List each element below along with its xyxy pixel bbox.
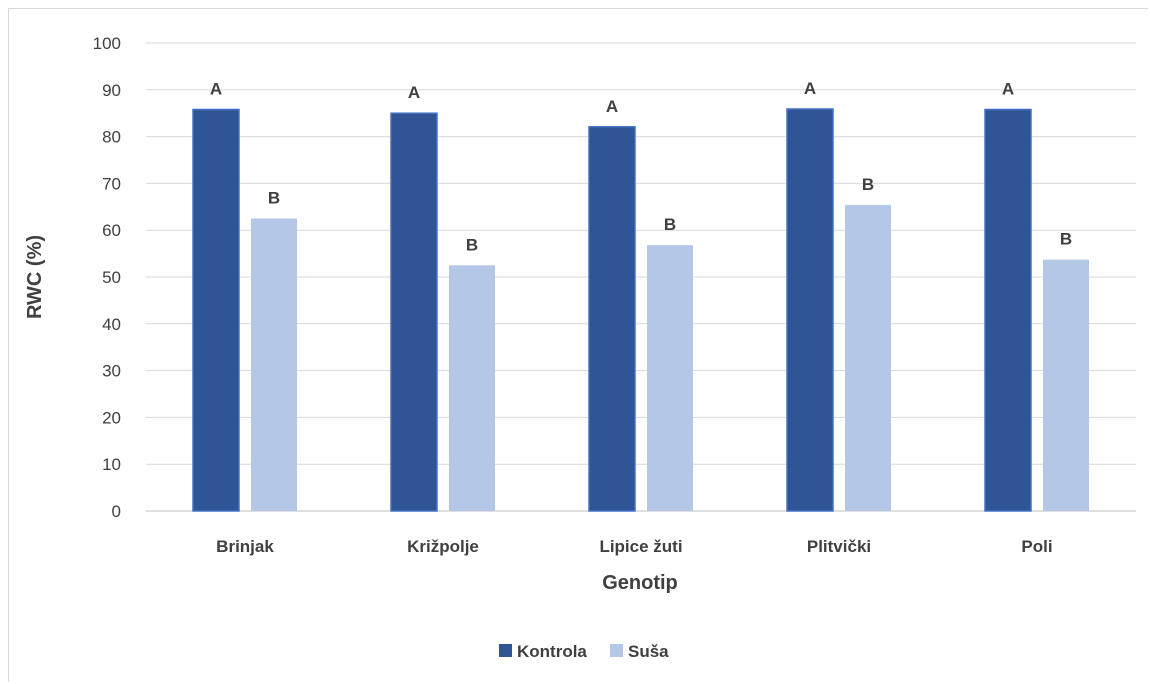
y-tick-label: 70 [102,174,121,193]
bar-susa [647,245,693,511]
bar-kontrola [390,112,438,512]
data-label: B [1060,230,1072,249]
bar-kontrola [786,108,834,512]
data-label: B [268,189,280,208]
bar-susa [449,265,495,511]
x-category-label: Brinjak [216,537,274,556]
data-label: A [606,97,618,116]
legend: Kontrola Suša [499,642,669,661]
gridlines [146,42,1136,512]
y-tick-label: 30 [102,362,121,381]
data-label: A [408,83,420,102]
x-axis-categories: Brinjak Križpolje Lipice žuti Plitvički Poli [216,537,1052,556]
y-tick-label: 60 [102,221,121,240]
x-axis-title: Genotip [602,572,678,594]
data-label: B [466,235,478,254]
data-label: B [862,175,874,194]
x-category-label: Poli [1021,537,1052,556]
bar-kontrola [192,108,240,512]
bar-kontrola [984,108,1032,512]
bar-susa [1043,259,1089,511]
data-label: A [1002,79,1014,98]
bar-susa [251,218,297,511]
y-tick-label: 20 [102,408,121,427]
data-label: A [210,79,222,98]
x-category-label: Plitvički [807,537,871,556]
y-axis-title: RWC (%) [24,235,46,319]
bar-kontrola [588,126,636,512]
data-label: B [664,215,676,234]
y-tick-label: 90 [102,81,121,100]
legend-swatch [610,644,623,657]
y-tick-label: 80 [102,128,121,147]
bars: A B A B A B A B A B [192,79,1089,512]
x-category-label: Lipice žuti [599,537,682,556]
y-tick-label: 0 [112,502,121,521]
y-tick-label: 40 [102,315,121,334]
data-label: A [804,79,816,98]
x-category-label: Križpolje [407,537,479,556]
bar-susa [845,204,891,512]
chart-frame [8,8,1148,682]
y-axis-ticks: 0 10 20 30 40 50 60 70 80 90 100 [93,34,121,521]
legend-label: Kontrola [517,642,587,661]
legend-swatch [499,644,512,657]
y-tick-label: 50 [102,268,121,287]
y-tick-label: 10 [102,455,121,474]
legend-label: Suša [628,642,669,661]
y-tick-label: 100 [93,34,121,53]
